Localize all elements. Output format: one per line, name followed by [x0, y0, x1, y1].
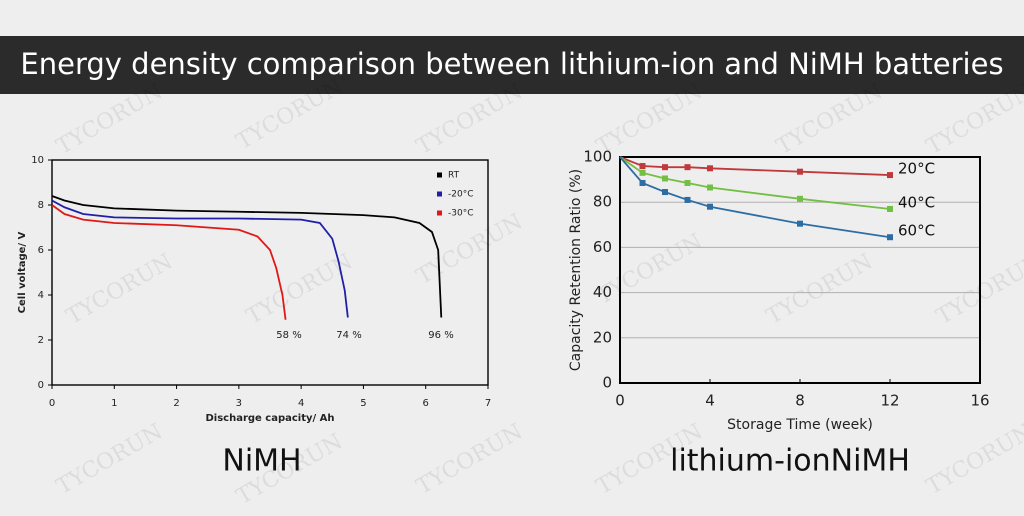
point — [684, 179, 691, 186]
annotation: 74 % — [336, 330, 361, 341]
plot-frame — [619, 156, 981, 384]
series-line — [619, 156, 891, 210]
series-label: 20°C — [898, 160, 935, 178]
point — [797, 220, 803, 227]
point — [662, 164, 668, 171]
y-tick-label: 100 — [583, 148, 612, 166]
series-line — [51, 199, 349, 318]
series-line — [619, 156, 891, 176]
x-tick-label: 1 — [111, 398, 117, 409]
x-tick-label: 8 — [795, 392, 805, 410]
legend-label: -20°C — [448, 190, 473, 200]
watermark: TYCORUN — [52, 419, 167, 500]
point — [797, 195, 803, 202]
x-tick-label: 2 — [173, 398, 179, 409]
point — [797, 168, 803, 175]
legend-label: RT — [448, 171, 460, 181]
x-tick-label: 6 — [423, 398, 429, 409]
y-tick-label: 2 — [38, 335, 44, 346]
x-axis-label: Discharge capacity/ Ah — [205, 413, 334, 424]
point — [707, 203, 713, 210]
y-tick-label: 60 — [593, 238, 612, 256]
y-tick-label: 80 — [593, 193, 612, 211]
x-tick-label: 0 — [615, 392, 625, 410]
series-label: 60°C — [898, 222, 935, 240]
y-axis-label: Capacity Retention Ratio (%) — [568, 169, 584, 371]
point — [707, 165, 713, 172]
x-tick-label: 7 — [485, 398, 491, 409]
series-line — [619, 156, 891, 239]
point — [662, 175, 668, 182]
point — [684, 164, 691, 171]
series-label: 40°C — [898, 193, 935, 211]
point — [707, 184, 713, 191]
series-line — [51, 195, 443, 318]
x-axis-label: Storage Time (week) — [727, 417, 873, 433]
annotation: 96 % — [428, 330, 453, 341]
point — [887, 234, 893, 241]
point — [887, 205, 893, 212]
x-tick-label: 4 — [298, 398, 304, 409]
y-axis-label: Cell voltage/ V — [17, 231, 28, 313]
point — [887, 172, 893, 179]
x-tick-label: 5 — [360, 398, 366, 409]
watermark: TYCORUN — [762, 249, 877, 330]
title-banner — [0, 36, 1024, 94]
watermark: TYCORUN — [62, 249, 177, 330]
point — [684, 196, 691, 203]
watermark: TYCORUN — [412, 419, 527, 500]
annotation: 58 % — [276, 330, 301, 341]
y-tick-label: 6 — [38, 245, 44, 256]
chart-caption: lithium-ionNiMH — [670, 444, 910, 479]
series-line — [51, 204, 287, 320]
point — [662, 189, 668, 196]
x-tick-label: 12 — [880, 392, 899, 410]
y-tick-label: 4 — [38, 290, 44, 301]
x-tick-label: 4 — [705, 392, 715, 410]
watermark: TYCORUN — [242, 249, 357, 330]
watermark: TYCORUN — [412, 209, 527, 290]
x-tick-label: 16 — [970, 392, 989, 410]
y-tick-label: 10 — [31, 155, 44, 166]
y-tick-label: 8 — [38, 200, 44, 211]
legend-swatch — [437, 191, 442, 197]
legend-swatch — [437, 172, 442, 178]
y-tick-label: 0 — [38, 380, 44, 391]
point — [639, 169, 646, 176]
y-tick-label: 0 — [602, 374, 612, 392]
y-tick-label: 40 — [593, 283, 612, 301]
watermark: TYCORUN — [922, 419, 1024, 500]
chart-caption: NiMH — [222, 444, 301, 479]
watermark: TYCORUN — [932, 249, 1024, 330]
point — [639, 163, 646, 170]
point — [639, 179, 646, 186]
x-tick-label: 3 — [236, 398, 242, 409]
legend-label: -30°C — [448, 209, 473, 219]
plot-frame — [51, 159, 489, 386]
x-tick-label: 0 — [49, 398, 55, 409]
page-title: Energy density comparison between lithiu… — [20, 47, 1003, 81]
y-tick-label: 20 — [593, 328, 612, 346]
legend-swatch — [437, 210, 442, 216]
